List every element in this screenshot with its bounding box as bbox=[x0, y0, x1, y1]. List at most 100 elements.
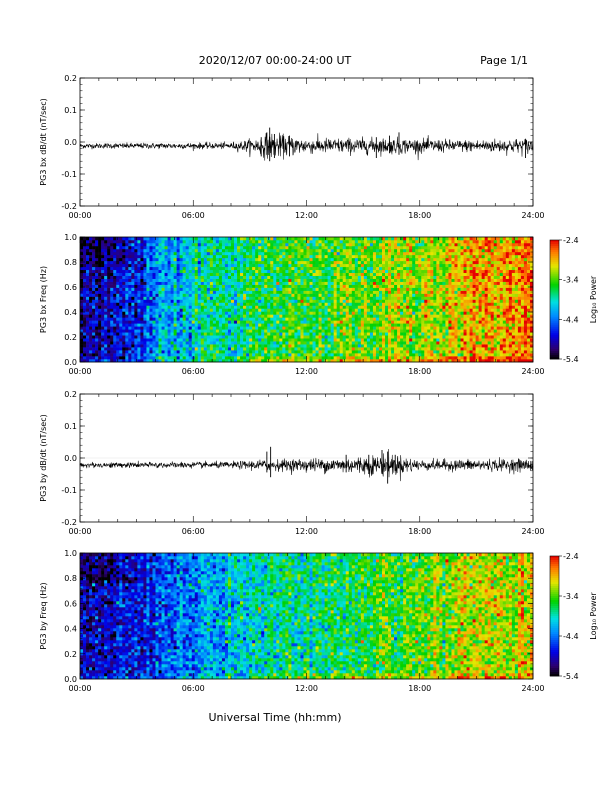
spectrogram-cell bbox=[288, 320, 292, 324]
spectrogram-cell bbox=[321, 293, 325, 297]
spectrogram-cell bbox=[191, 335, 196, 339]
spectrogram-cell bbox=[182, 266, 186, 271]
spectrogram-cell bbox=[122, 251, 126, 256]
spectrogram-cell bbox=[203, 329, 208, 333]
spectrogram-cell bbox=[406, 323, 410, 327]
spectrogram-cell bbox=[116, 341, 120, 345]
spectrogram-cell bbox=[264, 356, 268, 360]
spectrogram-cell bbox=[363, 269, 368, 274]
spectrogram-cell bbox=[116, 323, 120, 327]
spectrogram-cell bbox=[191, 272, 196, 276]
spectrogram-cell bbox=[415, 260, 419, 265]
spectrogram-cell bbox=[221, 308, 226, 312]
spectrogram-cell bbox=[388, 311, 392, 315]
spectrogram-cell bbox=[119, 269, 123, 274]
spectrogram-cell bbox=[170, 266, 174, 271]
spectrogram-cell bbox=[315, 237, 319, 241]
spectrogram-cell bbox=[363, 308, 368, 312]
spectrogram-cell bbox=[382, 278, 386, 282]
spectrogram-cell bbox=[161, 338, 165, 342]
spectrogram-cell bbox=[107, 356, 111, 360]
spectrogram-cell bbox=[279, 329, 283, 333]
spectrogram-cell bbox=[312, 278, 316, 282]
spectrogram-cell bbox=[294, 320, 298, 324]
spectrogram-cell bbox=[89, 320, 93, 324]
spectrogram-cell bbox=[300, 347, 304, 351]
spectrogram-cell bbox=[397, 245, 401, 250]
spectrogram-cell bbox=[128, 275, 132, 279]
spectrogram-cell bbox=[336, 296, 341, 300]
spectrogram-cell bbox=[318, 311, 322, 315]
spectrogram-cell bbox=[330, 311, 334, 315]
spectrogram-cell bbox=[200, 293, 205, 297]
spectrogram-cell bbox=[231, 269, 235, 274]
spectrogram-cell bbox=[104, 260, 108, 265]
spectrogram-cell bbox=[297, 272, 301, 276]
spectrogram-cell bbox=[116, 272, 120, 276]
spectrogram-cell bbox=[255, 239, 259, 244]
spectrogram-cell bbox=[200, 338, 205, 342]
spectrogram-cell bbox=[246, 338, 250, 342]
spectrogram-cell bbox=[89, 257, 93, 262]
spectrogram-cell bbox=[107, 260, 111, 265]
spectrogram-cell bbox=[345, 341, 350, 345]
spectrogram-cell bbox=[391, 332, 395, 336]
spectrogram-cell bbox=[273, 338, 277, 342]
spectrogram-cell bbox=[134, 308, 138, 312]
spectrogram-cell bbox=[252, 239, 256, 244]
spectrogram-cell bbox=[224, 242, 229, 247]
spectrogram-cell bbox=[215, 293, 220, 297]
spectrogram-cell bbox=[237, 344, 241, 348]
spectrogram-cell bbox=[300, 356, 304, 360]
spectrogram-cell bbox=[291, 281, 295, 285]
spectrogram-cell bbox=[116, 320, 120, 324]
spectrogram-cell bbox=[212, 344, 217, 348]
spectrogram-cell bbox=[321, 353, 325, 357]
spectrogram-cell bbox=[258, 320, 262, 324]
spectrogram-cell bbox=[400, 338, 404, 342]
spectrogram-cell bbox=[185, 344, 190, 348]
spectrogram-cell bbox=[372, 359, 377, 363]
spectrogram-cell bbox=[234, 347, 238, 351]
spectrogram-cell bbox=[200, 254, 205, 259]
spectrogram-cell bbox=[113, 329, 117, 333]
spectrogram-cell bbox=[427, 269, 431, 274]
spectrogram-cell bbox=[385, 281, 389, 285]
spectrogram-cell bbox=[321, 347, 325, 351]
spectrogram-cell bbox=[330, 237, 334, 241]
spectrogram-cell bbox=[267, 314, 271, 318]
spectrogram-cell bbox=[98, 356, 102, 360]
spectrogram-cell bbox=[95, 245, 99, 250]
spectrogram-cell bbox=[333, 266, 337, 271]
spectrogram-cell bbox=[173, 293, 177, 297]
spectrogram-cell bbox=[345, 239, 350, 244]
spectrogram-cell bbox=[92, 332, 96, 336]
spectrogram-cell bbox=[303, 305, 307, 309]
spectrogram-cell bbox=[403, 356, 407, 360]
spectrogram-cell bbox=[306, 344, 310, 348]
spectrogram-cell bbox=[167, 257, 171, 262]
spectrogram-cell bbox=[179, 239, 183, 244]
spectrogram-cell bbox=[119, 237, 123, 241]
spectrogram-cell bbox=[95, 254, 99, 259]
spectrogram-cell bbox=[291, 275, 295, 279]
spectrogram-cell bbox=[243, 237, 247, 241]
spectrogram-cell bbox=[170, 344, 174, 348]
spectrogram-cell bbox=[197, 284, 202, 288]
spectrogram-cell bbox=[336, 311, 341, 315]
spectrogram-cell bbox=[388, 293, 392, 297]
spectrogram-cell bbox=[366, 269, 371, 274]
spectrogram-cell bbox=[227, 344, 232, 348]
spectrogram-cell bbox=[330, 254, 334, 259]
spectrogram-cell bbox=[197, 290, 202, 294]
spectrogram-cell bbox=[140, 266, 144, 271]
spectrogram-cell bbox=[212, 269, 217, 274]
spectrogram-cell bbox=[176, 251, 180, 256]
spectrogram-cell bbox=[83, 284, 87, 288]
spectrogram-cell bbox=[255, 242, 259, 247]
spectrogram-cell bbox=[279, 284, 283, 288]
spectrogram-cell bbox=[342, 281, 347, 285]
spectrogram-cell bbox=[397, 311, 401, 315]
spectrogram-cell bbox=[270, 332, 274, 336]
spectrogram-cell bbox=[237, 254, 241, 259]
